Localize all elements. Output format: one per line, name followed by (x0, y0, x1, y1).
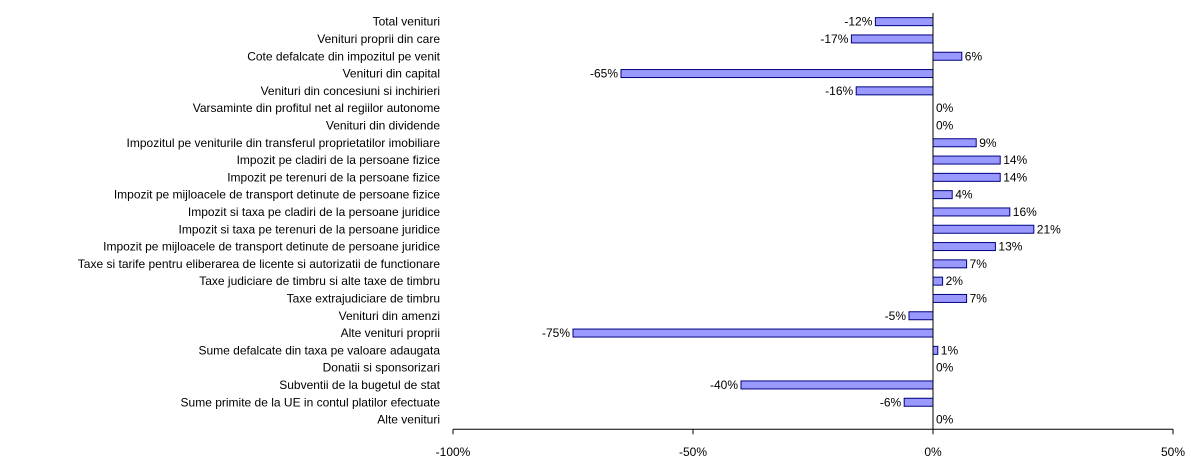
category-label: Venituri din amenzi (339, 309, 440, 323)
data-label: 6% (965, 49, 983, 63)
category-labels: Total venituri Venituri proprii din care C… (78, 15, 441, 427)
x-tick-label: 50% (1161, 445, 1185, 459)
data-label: 0% (936, 361, 954, 375)
category-label: Cote defalcate din impozitul pe venit (247, 49, 440, 63)
data-label: -17% (820, 32, 848, 46)
category-label: Impozit pe mijloacele de transport detin… (103, 240, 440, 254)
bar (874, 17, 934, 27)
bar (850, 34, 934, 44)
category-label: Donatii si sponsorizari (323, 361, 440, 375)
data-label: -16% (825, 84, 853, 98)
bar (932, 138, 977, 148)
category-label: Venituri proprii din care (317, 32, 440, 46)
category-label: Venituri din capital (343, 67, 440, 81)
bar (932, 276, 944, 286)
data-label: 4% (955, 188, 973, 202)
bar (620, 69, 934, 79)
data-label: 13% (998, 240, 1022, 254)
data-label: -65% (590, 67, 618, 81)
x-axis: -100% -50% 0% 50% (436, 13, 1185, 459)
data-label: -75% (542, 326, 570, 340)
data-label: -5% (885, 309, 907, 323)
category-label: Taxe judiciare de timbru si alte taxe de… (199, 274, 440, 288)
bar (908, 311, 934, 321)
category-label: Impozit pe mijloacele de transport detin… (114, 188, 441, 202)
bar (903, 397, 934, 407)
data-label: 16% (1013, 205, 1037, 219)
data-label: -12% (844, 15, 872, 29)
category-label: Impozitul pe veniturile din transferul p… (127, 136, 441, 150)
x-tick-label: -100% (436, 445, 471, 459)
data-label: 7% (970, 291, 988, 305)
x-tick-label: -50% (679, 445, 707, 459)
data-label: -40% (710, 378, 738, 392)
bar (932, 207, 1011, 217)
data-labels: -12% -17% 6% -65% -16% 0% 0% 9% 14% 14% 4% 16%21% 13… (542, 15, 1061, 427)
data-label: 0% (936, 101, 954, 115)
data-label: 9% (979, 136, 997, 150)
data-label: 14% (1003, 170, 1027, 184)
bar (740, 380, 934, 390)
category-label: Venituri din dividende (326, 118, 440, 132)
bar (932, 172, 1001, 182)
category-label: Taxe si tarife pentru eliberarea de lice… (78, 257, 441, 271)
category-label: Alte venituri proprii (341, 326, 440, 340)
category-label: Impozit pe cladiri de la persoane fizice (237, 153, 441, 167)
category-label: Impozit si taxa pe terenuri de la persoa… (179, 222, 441, 236)
category-label: Venituri din concesiuni si inchirieri (261, 84, 440, 98)
bar (932, 293, 968, 303)
category-label: Total venituri (373, 15, 440, 29)
data-label: 21% (1037, 222, 1061, 236)
bar (932, 242, 996, 252)
bars (572, 17, 1035, 407)
bar (932, 259, 968, 269)
bar (572, 328, 934, 338)
bar (932, 155, 1001, 165)
data-label: 2% (946, 274, 964, 288)
data-label: -6% (880, 395, 902, 409)
bar (855, 86, 934, 96)
category-label: Alte venituri (377, 413, 440, 427)
bar (932, 51, 963, 61)
x-tick-label: 0% (924, 445, 942, 459)
data-label: 1% (941, 343, 959, 357)
category-label: Impozit pe terenuri de la persoane fizic… (227, 170, 440, 184)
bar (932, 224, 1035, 234)
bar (932, 190, 953, 200)
data-label: 7% (970, 257, 988, 271)
category-label: Sume primite de la UE in contul platilor… (181, 395, 441, 409)
category-label: Subventii de la bugetul de stat (279, 378, 440, 392)
bar (932, 345, 939, 355)
category-label: Taxe extrajudiciare de timbru (287, 291, 440, 305)
data-label: 14% (1003, 153, 1027, 167)
category-label: Sume defalcate din taxa pe valoare adaug… (198, 343, 440, 357)
category-label: Varsaminte din profitul net al regiilor … (193, 101, 441, 115)
category-label: Impozit si taxa pe cladiri de la persoan… (188, 205, 440, 219)
data-label: 0% (936, 413, 954, 427)
data-label: 0% (936, 118, 954, 132)
